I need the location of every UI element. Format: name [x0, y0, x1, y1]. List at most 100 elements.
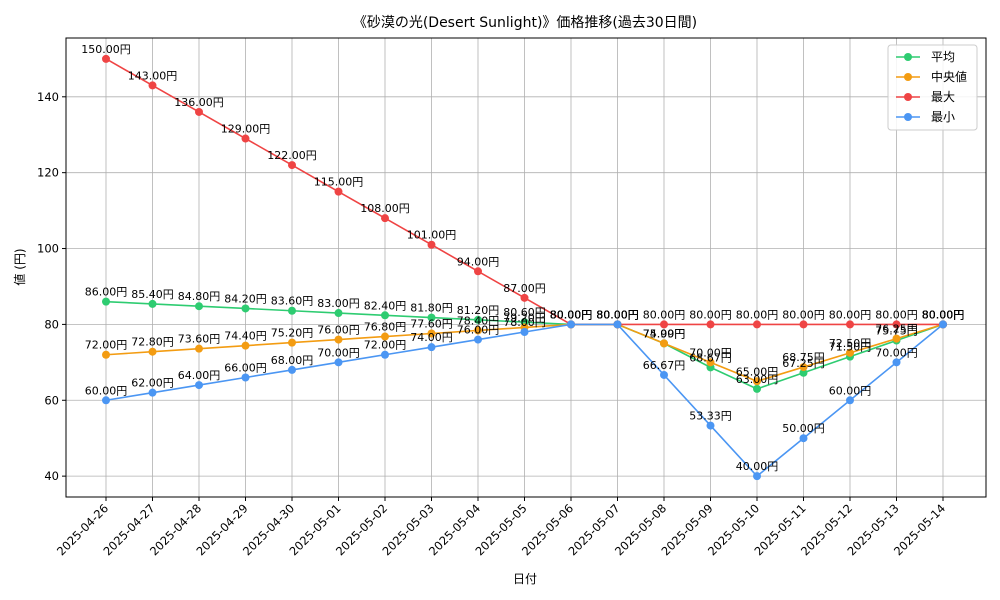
legend-label: 最小	[931, 110, 955, 124]
data-label: 75.20円	[271, 327, 314, 340]
series-layer	[102, 54, 947, 481]
data-label: 72.80円	[131, 336, 174, 349]
data-point	[474, 326, 482, 335]
legend-label: 平均	[931, 50, 955, 64]
chart-title: 《砂漠の光(Desert Sunlight)》価格推移(過去30日間)	[353, 15, 697, 31]
data-label: 72.50円	[829, 337, 872, 350]
data-point	[288, 365, 296, 374]
data-label: 79.20円	[503, 311, 546, 324]
data-point	[474, 315, 482, 324]
data-label: 78.40円	[457, 314, 500, 327]
data-point	[241, 304, 250, 313]
data-point	[334, 335, 343, 344]
x-axis-label: 日付	[513, 572, 537, 586]
data-point	[102, 297, 110, 306]
data-label: 83.00円	[317, 297, 360, 310]
data-point	[939, 320, 947, 329]
data-label: 115.00円	[314, 176, 364, 189]
data-point	[427, 329, 436, 338]
data-point	[520, 293, 529, 302]
data-label: 50.00円	[782, 422, 825, 435]
data-label: 70.00円	[875, 346, 918, 359]
legend-box	[887, 44, 978, 131]
data-label: 80.00円	[922, 308, 965, 321]
data-label: 62.00円	[131, 377, 174, 390]
data-label: 80.60円	[503, 306, 546, 319]
data-label: 80.00円	[596, 308, 639, 321]
data-point	[753, 384, 761, 393]
data-label: 84.20円	[224, 292, 267, 305]
data-point	[799, 434, 808, 443]
data-label: 150.00円	[81, 43, 131, 56]
data-point	[613, 320, 622, 329]
data-label: 68.00円	[271, 354, 314, 367]
data-point	[102, 54, 110, 63]
data-label: 66.67円	[643, 359, 686, 372]
data-point	[241, 134, 250, 143]
data-label: 74.99円	[643, 327, 686, 340]
data-point	[753, 377, 761, 386]
data-label: 80.00円	[550, 308, 593, 321]
data-label: 76.80円	[364, 321, 407, 334]
data-point	[148, 299, 157, 308]
data-label: 76.00円	[457, 324, 500, 337]
data-label: 86.00円	[85, 286, 128, 299]
data-point	[799, 363, 808, 372]
data-label: 80.00円	[596, 308, 639, 321]
data-label: 94.00円	[457, 255, 500, 268]
data-point	[381, 350, 389, 359]
y-tick-label: 120	[37, 166, 59, 180]
data-label: 72.00円	[85, 339, 128, 352]
data-label: 129.00円	[221, 123, 271, 136]
data-point	[288, 338, 296, 347]
data-label: 80.00円	[922, 308, 965, 321]
data-point	[799, 368, 808, 377]
data-label: 87.00円	[503, 282, 546, 295]
data-label: 63.00円	[736, 373, 779, 386]
data-point	[334, 309, 343, 318]
data-point	[892, 334, 901, 343]
data-label: 81.20円	[457, 304, 500, 317]
legend-marker	[904, 53, 912, 61]
data-point	[892, 358, 901, 367]
data-label: 68.75円	[782, 351, 825, 364]
data-label: 67.25円	[782, 357, 825, 370]
data-label: 82.40円	[364, 299, 407, 312]
data-label: 60.00円	[85, 384, 128, 397]
data-label: 60.00円	[829, 384, 872, 397]
plot-area-frame	[65, 37, 987, 498]
legend-marker	[904, 113, 912, 121]
data-label: 80.00円	[736, 308, 779, 321]
legend-marker	[904, 73, 912, 81]
data-point	[148, 388, 157, 397]
data-point	[660, 339, 668, 348]
legend-label: 中央値	[931, 69, 967, 84]
data-label: 80.00円	[550, 308, 593, 321]
data-label: 74.40円	[224, 330, 267, 343]
data-point	[148, 347, 157, 356]
data-label: 76.00円	[317, 324, 360, 337]
data-label: 81.80円	[410, 302, 453, 315]
data-label: 66.00円	[224, 362, 267, 375]
data-label: 80.00円	[550, 308, 593, 321]
data-point	[427, 240, 436, 249]
data-point	[706, 320, 715, 329]
data-point	[753, 472, 761, 481]
data-point	[427, 313, 436, 322]
data-point	[102, 396, 110, 405]
data-point	[892, 320, 901, 329]
data-label: 143.00円	[128, 69, 178, 82]
data-point	[474, 335, 482, 344]
data-label: 85.40円	[131, 288, 174, 301]
data-label: 70.00円	[689, 346, 732, 359]
data-label: 78.00円	[503, 316, 546, 329]
data-label: 75.00円	[643, 327, 686, 340]
legend-marker	[904, 93, 912, 101]
data-point	[241, 341, 250, 350]
y-tick-label: 140	[37, 90, 59, 104]
data-point	[660, 370, 668, 379]
legend-label: 最大	[931, 90, 955, 104]
data-label: 80.00円	[689, 308, 732, 321]
